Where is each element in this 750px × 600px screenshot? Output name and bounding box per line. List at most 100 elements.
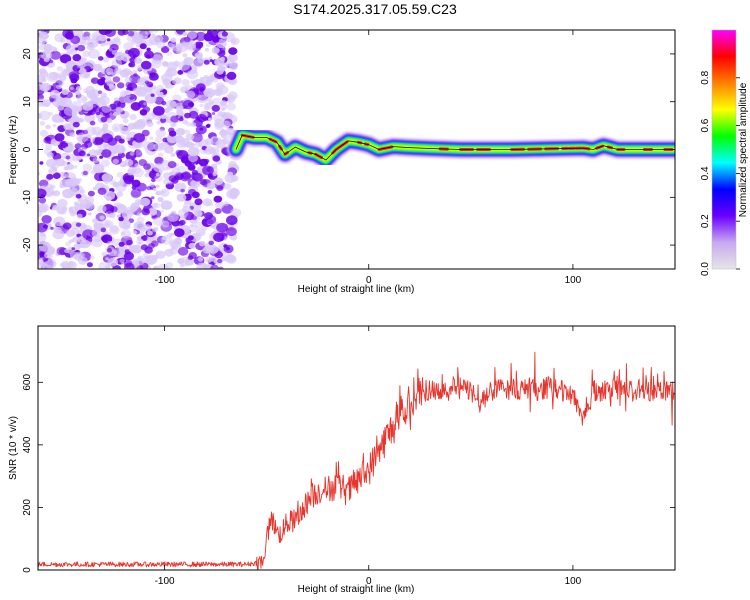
- noise-point: [143, 141, 155, 152]
- noise-point: [170, 101, 177, 107]
- noise-point: [122, 118, 129, 124]
- noise-point: [147, 230, 153, 236]
- noise-point: [78, 202, 86, 209]
- noise-point: [213, 232, 225, 242]
- noise-point: [129, 96, 135, 100]
- noise-point: [182, 53, 188, 58]
- noise-point: [221, 256, 228, 262]
- noise-point: [166, 51, 172, 56]
- noise-point: [221, 108, 226, 111]
- noise-point: [87, 212, 92, 216]
- noise-point: [149, 136, 154, 141]
- noise-point: [101, 173, 113, 183]
- noise-point: [154, 136, 163, 143]
- noise-point: [166, 42, 175, 50]
- noise-point: [162, 236, 168, 241]
- noise-point: [108, 48, 113, 52]
- noise-point: [94, 137, 104, 145]
- noise-point: [76, 213, 83, 219]
- noise-point: [60, 172, 64, 176]
- noise-point: [90, 77, 99, 84]
- noise-point: [45, 124, 51, 130]
- noise-point: [207, 244, 219, 254]
- noise-point: [223, 244, 228, 248]
- noise-point: [104, 223, 110, 227]
- noise-point: [75, 106, 83, 112]
- noise-point: [87, 134, 92, 139]
- noise-point: [203, 88, 216, 98]
- noise-scatter: [38, 30, 242, 269]
- noise-point: [98, 90, 103, 94]
- noise-point: [42, 224, 49, 229]
- noise-point: [177, 112, 184, 117]
- noise-point: [125, 49, 131, 55]
- noise-point: [132, 35, 142, 44]
- noise-point: [101, 251, 108, 257]
- noise-point: [73, 243, 82, 250]
- noise-point: [77, 229, 83, 234]
- noise-point: [191, 132, 203, 143]
- noise-point: [58, 118, 65, 123]
- noise-point: [156, 120, 161, 125]
- noise-point: [98, 149, 103, 153]
- noise-point: [97, 224, 101, 227]
- noise-point: [140, 244, 149, 251]
- noise-point: [128, 47, 140, 58]
- noise-point: [69, 132, 76, 138]
- noise-point: [153, 30, 159, 33]
- noise-point: [65, 155, 71, 160]
- noise-point: [82, 129, 89, 135]
- noise-point: [223, 183, 232, 190]
- noise-point: [77, 44, 86, 52]
- noise-point: [106, 196, 112, 201]
- noise-point: [119, 69, 130, 78]
- snr-ytick-label: 400: [22, 436, 33, 453]
- noise-point: [166, 106, 173, 112]
- noise-point: [188, 242, 196, 249]
- noise-point: [135, 149, 142, 155]
- noise-point: [52, 172, 61, 179]
- noise-point: [144, 50, 154, 59]
- noise-point: [206, 123, 211, 128]
- noise-point: [72, 53, 82, 62]
- noise-point: [59, 54, 72, 64]
- noise-point: [52, 47, 58, 52]
- noise-point: [77, 136, 83, 142]
- noise-point: [182, 215, 187, 219]
- noise-point: [110, 206, 118, 213]
- noise-point: [123, 42, 134, 51]
- noise-point: [169, 146, 174, 150]
- noise-point: [49, 89, 60, 99]
- noise-point: [65, 146, 70, 150]
- noise-point: [215, 139, 227, 149]
- noise-point: [161, 142, 168, 148]
- noise-point: [219, 129, 228, 137]
- noise-point: [137, 241, 142, 245]
- spectrogram-xtick-label: 0: [366, 275, 372, 286]
- noise-point: [48, 111, 53, 116]
- noise-point: [154, 174, 163, 182]
- noise-point: [46, 151, 52, 157]
- noise-point: [39, 121, 46, 126]
- noise-point: [77, 238, 85, 244]
- noise-point: [123, 175, 134, 185]
- noise-point: [202, 165, 214, 176]
- noise-point: [152, 187, 157, 192]
- noise-point: [117, 82, 125, 89]
- noise-point: [214, 57, 225, 67]
- noise-point: [203, 32, 214, 42]
- noise-point: [143, 163, 151, 170]
- noise-point: [68, 71, 80, 80]
- noise-point: [134, 57, 143, 64]
- noise-point: [161, 190, 165, 195]
- noise-point: [69, 209, 74, 213]
- noise-point: [84, 113, 96, 123]
- noise-point: [103, 143, 108, 148]
- snr-ytick-label: 600: [22, 374, 33, 391]
- noise-point: [44, 136, 51, 142]
- noise-point: [124, 158, 134, 167]
- noise-point: [130, 188, 142, 198]
- noise-point: [73, 165, 78, 169]
- noise-point: [225, 246, 230, 251]
- noise-point: [226, 215, 238, 226]
